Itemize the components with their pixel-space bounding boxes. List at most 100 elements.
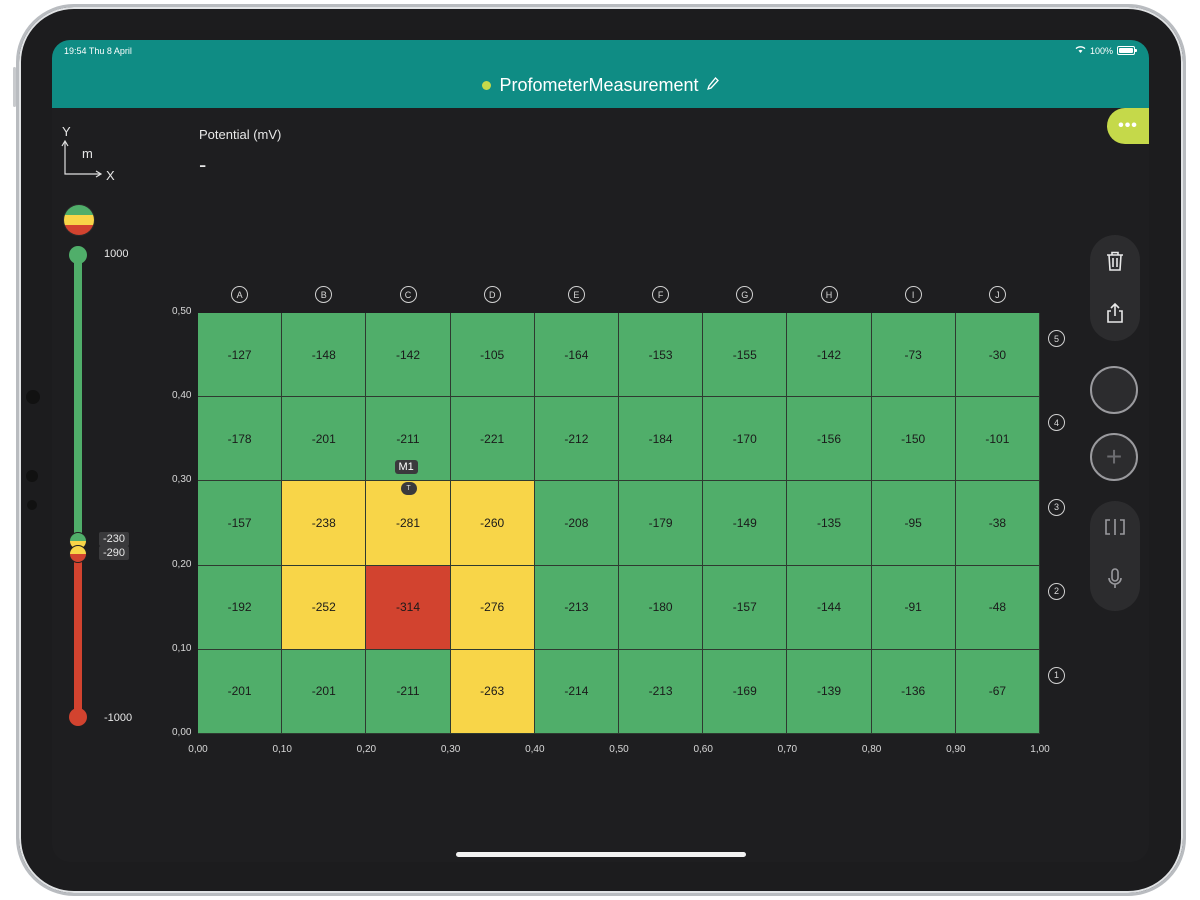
heatmap-cell-I2[interactable]: -91: [871, 565, 956, 650]
heatmap-cell-D3[interactable]: -260: [450, 481, 535, 566]
microphone-button[interactable]: [1090, 553, 1140, 605]
metric-value: -: [199, 152, 207, 177]
column-header-H[interactable]: H: [820, 286, 838, 303]
add-button[interactable]: +: [1090, 433, 1138, 481]
heatmap-cell-F3[interactable]: -179: [619, 481, 704, 566]
pencil-icon[interactable]: [706, 76, 719, 94]
camera-dot: [26, 390, 40, 404]
potential-heatmap[interactable]: -127 -148 -142 -105 -164 -153 -155 -142 -73 -30 -1…: [198, 313, 1040, 734]
share-icon: [1107, 302, 1123, 323]
heatmap-cell-J3[interactable]: -38: [955, 481, 1040, 566]
axis-x-label: X: [106, 168, 115, 183]
status-indicators: 100%: [1075, 45, 1137, 56]
heatmap-cell-D1[interactable]: -263: [450, 649, 535, 734]
heatmap-cell-B1[interactable]: -201: [282, 649, 367, 734]
heatmap-cell-C1[interactable]: -211: [366, 649, 451, 734]
scale-lower-label: -290: [99, 546, 130, 560]
heatmap-cell-F4[interactable]: -184: [619, 397, 704, 482]
heatmap-cell-A2[interactable]: -192: [198, 565, 283, 650]
heatmap-cell-E1[interactable]: -214: [534, 649, 619, 734]
delete-button[interactable]: [1090, 235, 1140, 287]
heatmap-cell-J2[interactable]: -48: [955, 565, 1040, 650]
heatmap-cell-D2[interactable]: -276: [450, 565, 535, 650]
marker-badge[interactable]: T: [400, 482, 417, 496]
heatmap-cell-F5[interactable]: -153: [619, 313, 704, 398]
axis-unit-label: m: [82, 146, 93, 161]
heatmap-cell-J1[interactable]: -67: [955, 649, 1040, 734]
heatmap-cell-E4[interactable]: -212: [534, 397, 619, 482]
heatmap-cell-E2[interactable]: -213: [534, 565, 619, 650]
scale-lower-threshold-handle[interactable]: [69, 545, 87, 563]
heatmap-cell-H1[interactable]: -139: [787, 649, 872, 734]
heatmap-cell-G3[interactable]: -149: [703, 481, 788, 566]
column-header-F[interactable]: F: [652, 286, 670, 303]
heatmap-cell-G5[interactable]: -155: [703, 313, 788, 398]
heatmap-cell-F2[interactable]: -180: [619, 565, 704, 650]
heatmap-cell-A3[interactable]: -157: [198, 481, 283, 566]
column-header-J[interactable]: J: [988, 286, 1006, 303]
split-view-button[interactable]: [1090, 501, 1140, 553]
scale-max-handle[interactable]: [69, 246, 87, 264]
heatmap-cell-I4[interactable]: -150: [871, 397, 956, 482]
heatmap-cell-E5[interactable]: -164: [534, 313, 619, 398]
heatmap-cell-G4[interactable]: -170: [703, 397, 788, 482]
column-header-C[interactable]: C: [399, 286, 417, 303]
column-header-A[interactable]: A: [231, 286, 249, 303]
column-header-E[interactable]: E: [567, 286, 585, 303]
heatmap-cell-J4[interactable]: -101: [955, 397, 1040, 482]
heatmap-cell-E3[interactable]: -208: [534, 481, 619, 566]
heatmap-cell-I5[interactable]: -73: [871, 313, 956, 398]
column-header-I[interactable]: I: [904, 286, 922, 303]
axis-y-label: Y: [62, 124, 71, 139]
heatmap-cell-H2[interactable]: -144: [787, 565, 872, 650]
sensor-dot: [26, 470, 38, 482]
scale-green-segment: [74, 254, 82, 540]
marker-label[interactable]: M1: [394, 460, 418, 475]
heatmap-cell-I1[interactable]: -136: [871, 649, 956, 734]
heatmap-cell-B3[interactable]: -238: [282, 481, 367, 566]
column-header-D[interactable]: D: [483, 286, 501, 303]
heatmap-cell-C3[interactable]: -281: [366, 481, 451, 566]
row-header-1[interactable]: 1: [1048, 666, 1065, 684]
heatmap-cell-D5[interactable]: -105: [450, 313, 535, 398]
x-tick-label: 0,70: [777, 744, 798, 755]
heatmap-cell-F1[interactable]: -213: [619, 649, 704, 734]
record-button[interactable]: [1090, 366, 1138, 414]
ellipsis-icon: •••: [1118, 117, 1138, 134]
x-tick-label: 0,00: [188, 744, 208, 755]
status-bar: 19:54 Thu 8 April 100%: [52, 40, 1149, 62]
row-header-4[interactable]: 4: [1048, 414, 1065, 432]
heatmap-cell-G2[interactable]: -157: [703, 565, 788, 650]
heatmap-cell-A5[interactable]: -127: [198, 313, 283, 398]
color-scale-icon[interactable]: [63, 204, 95, 236]
heatmap-cell-B4[interactable]: -201: [282, 397, 367, 482]
column-header-B[interactable]: B: [315, 286, 333, 303]
scale-min-handle[interactable]: [69, 708, 87, 726]
heatmap-cell-D4[interactable]: -221: [450, 397, 535, 482]
scale-min-label: -1000: [104, 712, 133, 724]
column-header-G[interactable]: G: [736, 286, 754, 303]
heatmap-cell-H4[interactable]: -156: [787, 397, 872, 482]
x-tick-label: 0,80: [861, 744, 882, 755]
heatmap-cell-I3[interactable]: -95: [871, 481, 956, 566]
heatmap-cell-G1[interactable]: -169: [703, 649, 788, 734]
trash-icon: [1107, 251, 1123, 271]
heatmap-cell-A1[interactable]: -201: [198, 649, 283, 734]
heatmap-cell-J5[interactable]: -30: [955, 313, 1040, 398]
heatmap-cell-C2[interactable]: -314: [366, 565, 451, 650]
heatmap-cell-A4[interactable]: -178: [198, 397, 283, 482]
heatmap-cell-H5[interactable]: -142: [787, 313, 872, 398]
y-tick-label: 0,20: [172, 558, 192, 570]
view-tools: [1090, 501, 1140, 611]
split-view-icon: [1105, 519, 1125, 535]
share-button[interactable]: [1090, 287, 1140, 339]
row-header-5[interactable]: 5: [1048, 330, 1065, 348]
heatmap-cell-C5[interactable]: -142: [366, 313, 451, 398]
heatmap-cell-B2[interactable]: -252: [282, 565, 367, 650]
status-time: 19:54 Thu 8 April: [64, 46, 132, 56]
row-header-2[interactable]: 2: [1048, 582, 1065, 600]
heatmap-cell-H3[interactable]: -135: [787, 481, 872, 566]
row-header-3[interactable]: 3: [1048, 498, 1065, 516]
more-options-button[interactable]: •••: [1107, 108, 1149, 144]
heatmap-cell-B5[interactable]: -148: [282, 313, 367, 398]
